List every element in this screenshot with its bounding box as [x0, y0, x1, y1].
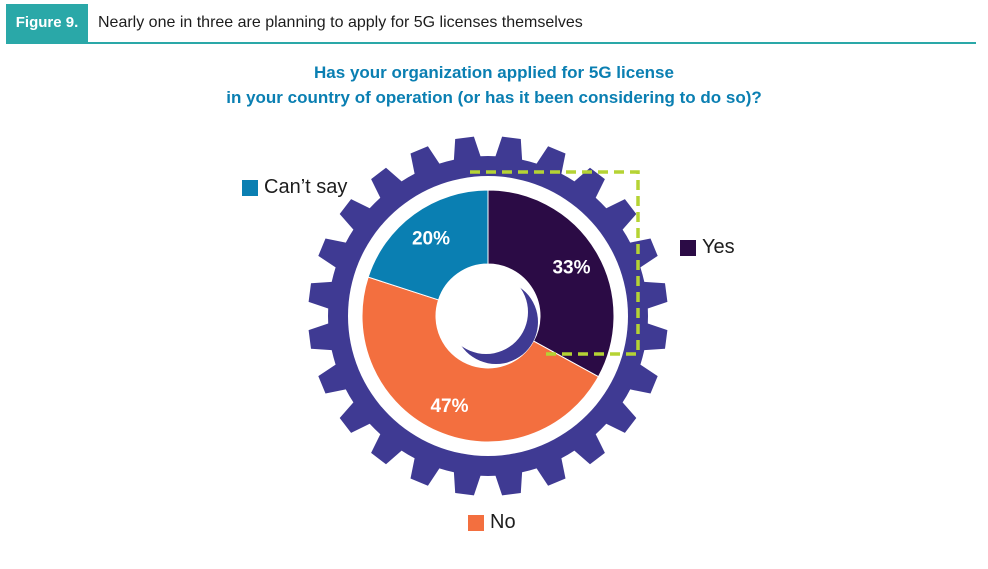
- figure-tag: Figure 9.: [6, 4, 88, 42]
- legend-item-yes: Yes: [680, 236, 735, 259]
- legend-label-no: No: [490, 511, 516, 533]
- moon-cutout: [444, 270, 528, 354]
- highlight-frame: [470, 170, 640, 356]
- figure-caption: Nearly one in three are planning to appl…: [98, 14, 583, 31]
- value-label-no: 47%: [430, 396, 468, 417]
- legend-swatch-no: [468, 514, 484, 531]
- figure-header: Figure 9. Nearly one in three are planni…: [6, 4, 976, 44]
- slice-can-t-say: [367, 189, 489, 301]
- legend-label-yes: Yes: [702, 236, 735, 258]
- legend-label-cant-say: Can’t say: [264, 176, 348, 198]
- value-label-yes: 33%: [552, 258, 590, 279]
- chart-title-line-2: in your country of operation (or has it …: [226, 88, 762, 107]
- slice-no: [361, 276, 600, 443]
- legend-item-no: No: [468, 511, 516, 534]
- legend-swatch-cant-say: [242, 179, 258, 196]
- legend-item-cant-say: Can’t say: [242, 176, 347, 199]
- legend-swatch-yes: [680, 239, 696, 256]
- chart-title-line-1: Has your organization applied for 5G lic…: [314, 63, 674, 82]
- value-label-can-t-say: 20%: [412, 229, 450, 250]
- slice-yes: [487, 189, 615, 378]
